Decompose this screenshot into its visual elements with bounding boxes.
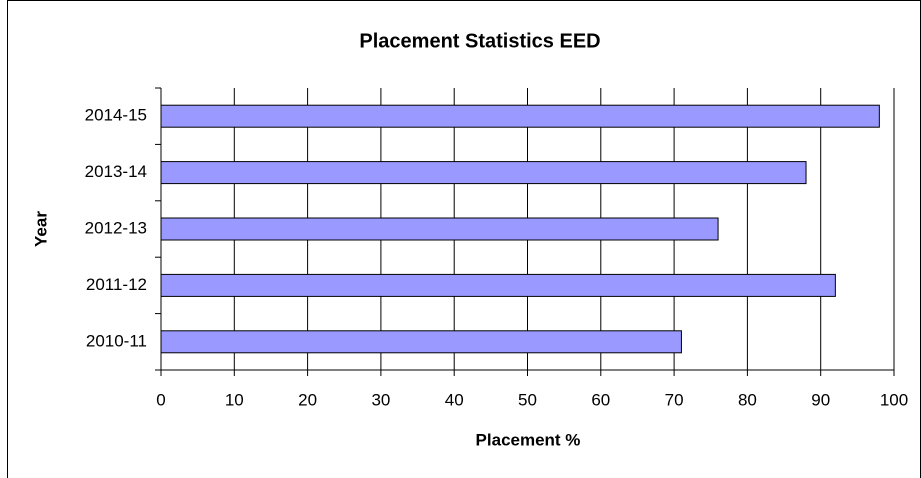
x-tick-label: 50: [518, 390, 537, 409]
x-tick-label: 0: [156, 390, 165, 409]
bar: [160, 104, 880, 128]
x-tick-label: 40: [445, 390, 464, 409]
y-tick-label: 2013-14: [85, 162, 147, 181]
x-tick-label: 60: [591, 390, 610, 409]
bar: [160, 217, 719, 241]
y-axis-label: Year: [31, 211, 50, 247]
x-tick-label: 10: [225, 390, 244, 409]
x-tick-label: 30: [371, 390, 390, 409]
y-tick-label: 2014-15: [85, 106, 147, 125]
x-tick-label: 80: [738, 390, 757, 409]
x-tick-label: 100: [880, 390, 908, 409]
bar: [160, 273, 836, 297]
y-tick-label: 2011-12: [86, 275, 147, 294]
chart-title: Placement Statistics EED: [359, 30, 600, 52]
x-tick-label: 70: [665, 390, 684, 409]
y-tick-label: 2012-13: [85, 218, 147, 237]
x-tick-label: 20: [298, 390, 317, 409]
x-tick-label: 90: [811, 390, 830, 409]
bar: [160, 161, 807, 185]
x-axis-label: Placement %: [476, 430, 581, 449]
bar: [160, 330, 682, 354]
y-tick-label: 2010-11: [86, 331, 147, 350]
